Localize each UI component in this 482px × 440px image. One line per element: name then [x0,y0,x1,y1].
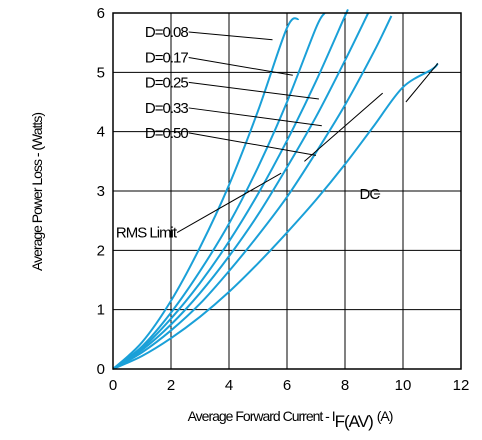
y-tick-label: 4 [97,124,105,141]
y-tick-label: 1 [97,302,105,319]
leader-rms-limit [176,172,282,233]
annotation-d-0-08: D=0.08 [145,24,188,41]
x-tick-labels: 0 2 4 6 8 10 12 [109,377,470,394]
x-tick-label: 12 [453,377,470,394]
y-tick-label: 2 [97,242,105,259]
x-axis-title-unit: (A) [377,408,393,424]
curve-dc [112,62,439,370]
curve-d-0-17 [112,12,326,370]
curve-d-0-33 [112,12,370,370]
curve-d-0-25 [112,9,349,370]
x-tick-label: 8 [341,377,349,394]
leader-d-0-25 [188,81,319,100]
x-axis-title: Average Forward Current - IF(AV) (A) [188,408,393,431]
y-tick-label: 5 [97,64,105,81]
x-tick-label: 0 [109,377,117,394]
x-tick-label: 6 [283,377,291,394]
leader-d-0-17 [188,57,293,76]
x-tick-label: 10 [395,377,412,394]
y-tick-label: 0 [97,361,105,378]
annotation-d-0-33: D=0.33 [145,100,188,117]
y-axis-title: Average Power Loss - (Watts) [29,113,45,271]
leader-d-0-33 [188,107,322,127]
annotation-leaders [176,31,439,233]
annotation-d-0-17: D=0.17 [145,50,188,67]
annotation-labels: D=0.08 D=0.17 D=0.25 D=0.33 D=0.50 DC RMS Limi… [116,24,381,242]
y-tick-label: 6 [97,5,105,22]
y-tick-labels: 0 1 2 3 4 5 6 [97,5,105,378]
x-tick-label: 4 [225,377,233,394]
leader-d-0-08 [188,31,273,41]
rms-limit-line-1 [304,92,384,162]
curves [112,9,439,370]
annotation-d-0-25: D=0.25 [145,74,188,91]
x-tick-label: 2 [167,377,175,394]
plot-frame [112,12,462,370]
annotation-dc: DC [360,186,381,203]
y-tick-label: 3 [97,183,105,200]
curve-d-0-08 [112,17,300,370]
annotation-rms-limit: RMS Limit [116,225,178,242]
rms-limit-line-2 [405,63,439,103]
curve-d-0-50 [112,15,393,370]
x-axis-title-main: Average Forward Current - I [188,408,335,424]
x-axis-title-sub: F(AV) [335,412,373,431]
leader-d-0-50 [188,132,317,156]
annotation-d-0-50: D=0.50 [145,125,188,142]
